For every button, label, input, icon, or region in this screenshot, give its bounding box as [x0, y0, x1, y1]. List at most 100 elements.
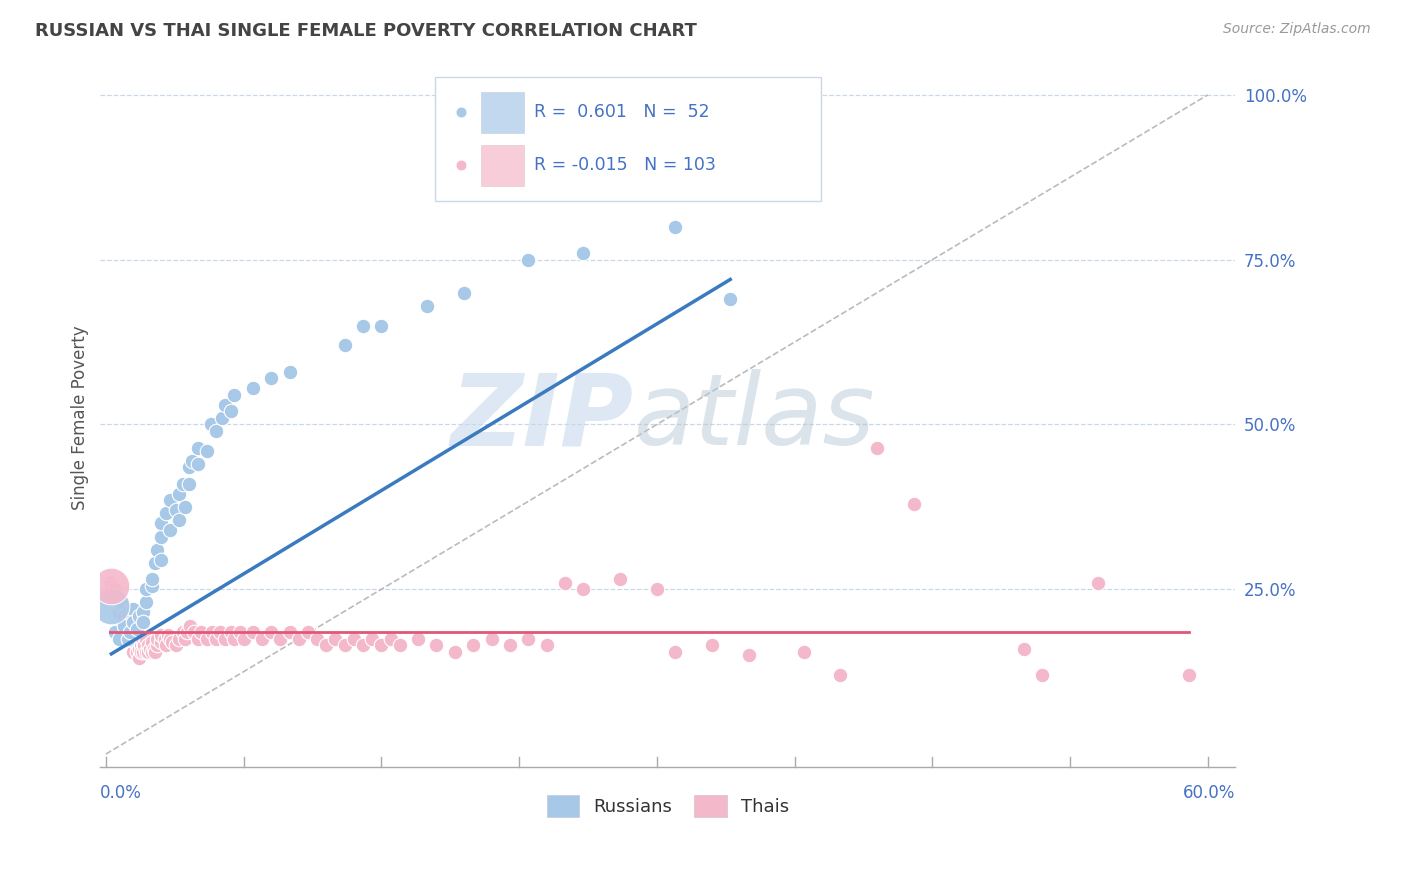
- Point: [679, 128, 702, 143]
- Point: [103, 585, 125, 599]
- FancyBboxPatch shape: [436, 77, 821, 202]
- Point: [1012, 641, 1035, 656]
- Point: [128, 608, 150, 623]
- Point: [830, 668, 852, 682]
- Point: [135, 595, 157, 609]
- Point: [118, 632, 141, 646]
- Point: [260, 371, 283, 385]
- Point: [187, 457, 209, 471]
- Text: R = -0.015   N = 103: R = -0.015 N = 103: [534, 156, 716, 174]
- Point: [136, 645, 159, 659]
- Point: [333, 338, 356, 352]
- Point: [793, 645, 815, 659]
- Point: [159, 632, 181, 646]
- Point: [190, 625, 212, 640]
- Point: [205, 424, 228, 438]
- FancyBboxPatch shape: [481, 92, 523, 133]
- Point: [572, 246, 595, 260]
- Text: Source: ZipAtlas.com: Source: ZipAtlas.com: [1223, 22, 1371, 37]
- Point: [664, 645, 686, 659]
- Point: [105, 589, 128, 603]
- Y-axis label: Single Female Poverty: Single Female Poverty: [72, 326, 89, 510]
- Text: 60.0%: 60.0%: [1182, 784, 1236, 802]
- Point: [173, 632, 195, 646]
- Point: [141, 645, 163, 659]
- Point: [214, 632, 236, 646]
- Point: [201, 625, 224, 640]
- Point: [129, 638, 152, 652]
- Point: [463, 638, 485, 652]
- Point: [205, 632, 228, 646]
- Point: [352, 318, 374, 333]
- Point: [134, 638, 156, 652]
- Point: [117, 605, 139, 619]
- Point: [181, 454, 204, 468]
- Point: [388, 638, 411, 652]
- Point: [111, 595, 134, 609]
- Point: [131, 645, 153, 659]
- Point: [866, 441, 889, 455]
- Point: [115, 618, 138, 632]
- Point: [155, 507, 177, 521]
- Point: [172, 625, 194, 640]
- Point: [679, 178, 702, 193]
- Point: [149, 635, 172, 649]
- Point: [146, 632, 169, 646]
- Point: [370, 318, 392, 333]
- Point: [173, 500, 195, 514]
- Point: [141, 579, 163, 593]
- FancyBboxPatch shape: [481, 145, 523, 186]
- Point: [609, 573, 631, 587]
- Point: [122, 615, 145, 630]
- Point: [425, 638, 447, 652]
- Point: [117, 612, 139, 626]
- Point: [208, 625, 231, 640]
- Text: R =  0.601   N =  52: R = 0.601 N = 52: [534, 103, 710, 120]
- Point: [131, 605, 153, 619]
- Point: [176, 625, 198, 640]
- Point: [278, 365, 301, 379]
- Point: [112, 615, 135, 630]
- Point: [211, 410, 233, 425]
- Point: [737, 648, 759, 663]
- Point: [443, 645, 465, 659]
- Point: [195, 443, 218, 458]
- Point: [536, 638, 558, 652]
- Point: [100, 599, 122, 613]
- Point: [124, 635, 146, 649]
- Point: [146, 638, 169, 652]
- Point: [125, 622, 148, 636]
- Point: [131, 635, 153, 649]
- Point: [145, 645, 167, 659]
- Point: [260, 625, 283, 640]
- Point: [406, 632, 429, 646]
- Point: [98, 575, 121, 590]
- Point: [131, 615, 153, 630]
- Point: [160, 635, 183, 649]
- Point: [172, 476, 194, 491]
- Point: [112, 608, 135, 623]
- Point: [100, 579, 122, 593]
- Point: [122, 638, 145, 652]
- Point: [112, 618, 135, 632]
- Point: [214, 398, 236, 412]
- Legend: Russians, Thais: Russians, Thais: [540, 789, 796, 824]
- Point: [149, 628, 172, 642]
- Point: [645, 582, 668, 597]
- Point: [179, 618, 201, 632]
- Point: [149, 516, 172, 531]
- Point: [219, 404, 242, 418]
- Point: [169, 486, 191, 500]
- Point: [380, 632, 402, 646]
- Point: [187, 632, 209, 646]
- Point: [128, 651, 150, 665]
- Point: [307, 632, 329, 646]
- Point: [1031, 668, 1053, 682]
- Point: [183, 625, 205, 640]
- Point: [1087, 575, 1109, 590]
- Point: [142, 641, 165, 656]
- Point: [499, 638, 522, 652]
- Point: [232, 632, 254, 646]
- Point: [104, 582, 127, 597]
- Point: [718, 292, 741, 306]
